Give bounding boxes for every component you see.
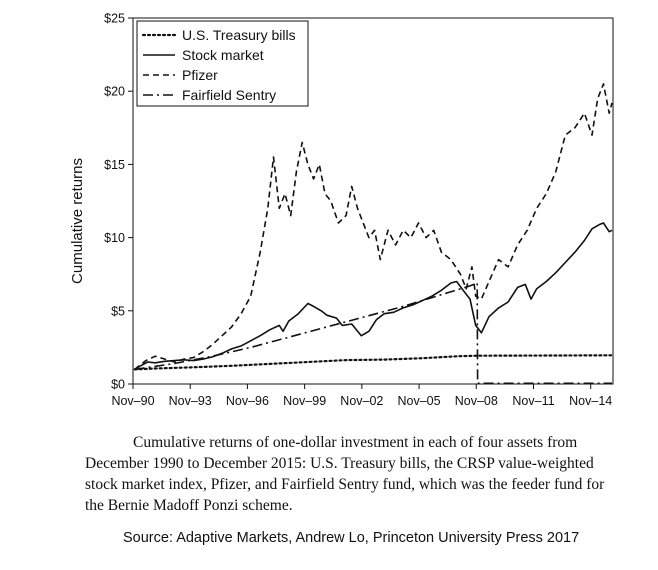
figure-caption: Cumulative returns of one-dollar investm…: [85, 434, 605, 514]
y-tick-label: $5: [111, 304, 125, 318]
series-line-stock-market: [134, 222, 613, 371]
x-tick-label: Nov–08: [455, 394, 498, 408]
series-line-u-s-treasury-bills: [133, 354, 613, 371]
series-line-pfizer: [134, 83, 613, 371]
legend-label-pfizer: Pfizer: [182, 67, 218, 83]
x-tick-label: Nov–93: [169, 394, 212, 408]
y-tick-label: $0: [111, 378, 125, 392]
legend: U.S. Treasury bills Stock market Pfizer Fai…: [136, 20, 309, 107]
y-axis-label: Cumulative returns: [69, 158, 86, 284]
source-note: Source: Adaptive Markets, Andrew Lo, Pri…: [123, 530, 580, 546]
x-tick-label: Nov–11: [512, 394, 554, 408]
axes: $0 $5 $10 $15 $20 $25 Nov–90 Nov–93 Nov–96 Nov–99…: [104, 12, 612, 409]
series-line-fairfield-sentry: [134, 282, 612, 385]
plot-frame: [132, 17, 614, 385]
legend-label-stock-market: Stock market: [182, 47, 264, 63]
x-tick-label: Nov–99: [283, 394, 326, 408]
y-tick-label: $20: [104, 85, 125, 99]
y-tick-label: $15: [104, 158, 125, 172]
x-tick-label: Nov–96: [226, 394, 269, 408]
legend-box: [136, 20, 309, 107]
chart: $0 $5 $10 $15 $20 $25 Nov–90 Nov–93 Nov–96 Nov–99…: [69, 12, 614, 409]
x-tick-label: Nov–90: [111, 394, 154, 408]
y-tick-label: $10: [104, 231, 125, 245]
legend-label-fairfield-sentry: Fairfield Sentry: [182, 87, 276, 103]
series-layer: [133, 83, 613, 385]
x-tick-label: Nov–05: [398, 394, 441, 408]
legend-label-u-s-treasury-bills: U.S. Treasury bills: [182, 27, 296, 43]
x-tick-label: Nov–02: [340, 394, 383, 408]
y-tick-label: $25: [104, 12, 125, 26]
x-tick-label: Nov–14: [569, 394, 612, 408]
